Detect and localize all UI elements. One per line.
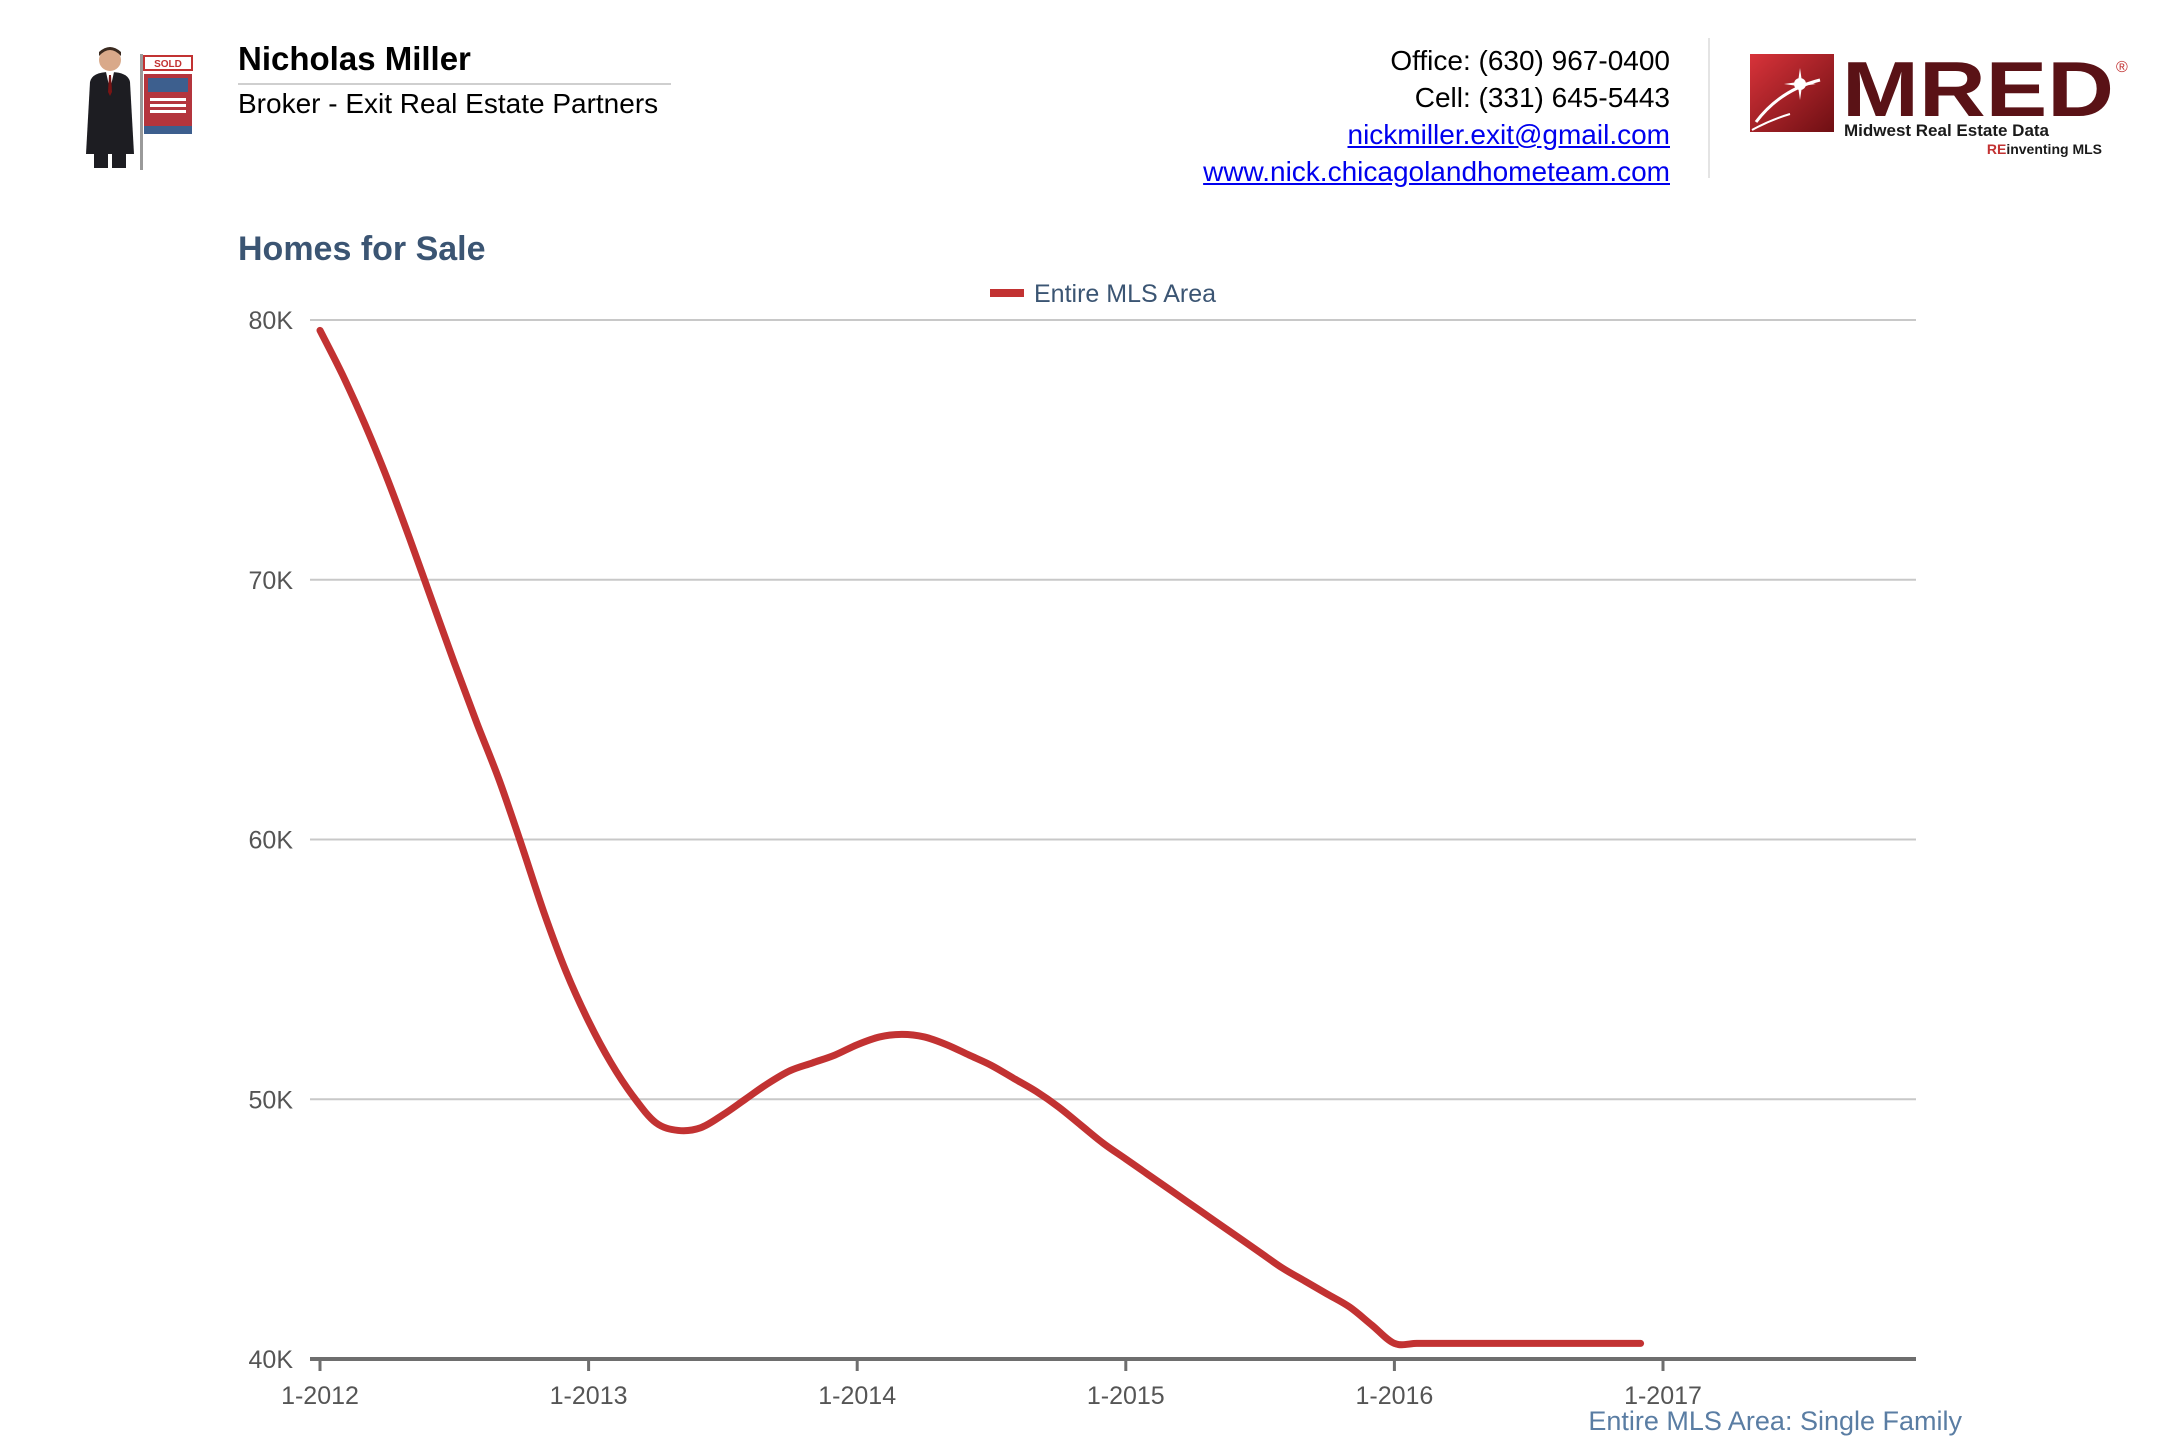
office-phone: Office: (630) 967-0400: [1390, 45, 1670, 76]
logo-slogan-rest: inventing MLS: [2006, 141, 2102, 157]
x-tick-label: 1-2017: [1624, 1382, 1702, 1410]
axes: 80K 70K 60K 50K 40K 1-2012 1-2013 1-2014 1-2015 1…: [249, 307, 1916, 1410]
x-tick-label: 1-2013: [550, 1382, 628, 1410]
logo-wordmark: MRED: [1842, 50, 2114, 133]
x-tick-label: 1-2015: [1087, 1382, 1165, 1410]
gridlines: [310, 319, 1916, 1101]
contact-block: Office: (630) 967-0400 Cell: (331) 645-5…: [1203, 42, 1670, 190]
chart-title: Homes for Sale: [238, 230, 486, 268]
series-line-entire-mls-area: [316, 326, 1645, 1349]
x-tick-label: 1-2014: [818, 1382, 896, 1410]
y-tick-label: 60K: [249, 827, 294, 855]
agent-photo: SOLD: [78, 42, 196, 170]
x-tick-label: 1-2016: [1355, 1382, 1433, 1410]
chart-caption: Entire MLS Area: Single Family: [1588, 1406, 1962, 1436]
mred-logo: MRED ® Midwest Real Estate Data REinvent…: [1750, 50, 2128, 157]
series-lines: [316, 326, 1645, 1349]
cell-phone: Cell: (331) 645-5443: [1414, 82, 1670, 113]
website-link[interactable]: www.nick.chicagolandhometeam.com: [1203, 156, 1670, 187]
name-divider: [238, 83, 671, 85]
legend-label: Entire MLS Area: [1034, 280, 1216, 308]
header-divider: [1708, 38, 1710, 178]
y-tick-label: 50K: [249, 1086, 294, 1114]
logo-registered: ®: [2116, 59, 2128, 76]
legend: Entire MLS Area: [990, 280, 1216, 308]
x-tick-label: 1-2012: [281, 1382, 359, 1410]
agent-name: Nicholas Miller: [238, 40, 471, 77]
sold-rider-text: SOLD: [154, 59, 182, 70]
y-tick-label: 80K: [249, 307, 294, 335]
y-tick-label: 70K: [249, 567, 294, 595]
agent-title: Broker - Exit Real Estate Partners: [238, 88, 659, 119]
logo-slogan: REinventing MLS: [1987, 141, 2102, 157]
logo-slogan-prefix: RE: [1987, 141, 2006, 157]
y-tick-label: 40K: [249, 1346, 294, 1374]
email-link[interactable]: nickmiller.exit@gmail.com: [1347, 119, 1671, 150]
logo-tagline: Midwest Real Estate Data: [1844, 121, 2050, 140]
